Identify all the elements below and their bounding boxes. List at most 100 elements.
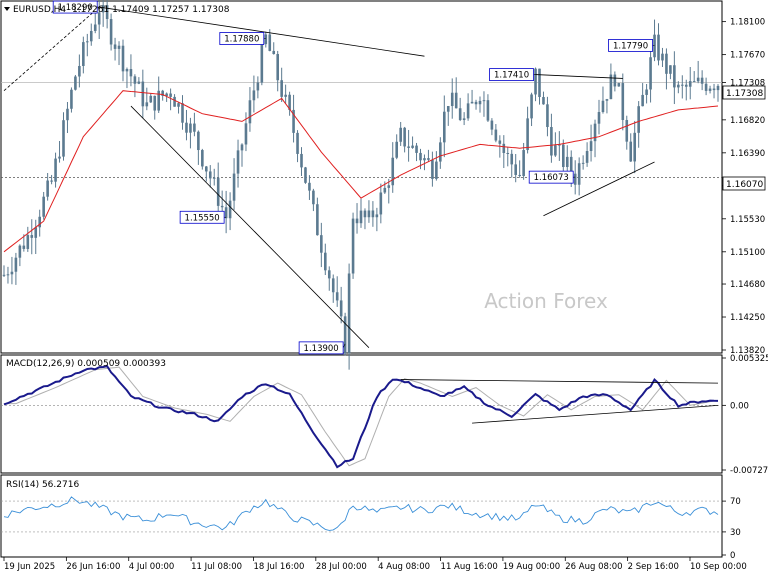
candle-body [681, 84, 684, 86]
time-tick-label: 28 Jul 00:00 [316, 562, 367, 572]
candle-body [308, 182, 311, 191]
annotation-label: 1.16073 [534, 173, 569, 183]
trendline [535, 74, 623, 79]
candle-body [264, 34, 268, 45]
level-tag: 1.16070 [722, 176, 766, 191]
candle-body [629, 141, 633, 162]
candle-body [316, 204, 319, 236]
trendline [130, 105, 370, 348]
candle-body [165, 93, 168, 96]
rsi-panel-frame [0, 474, 723, 558]
price-header: EURUSD,H4 1.17261 1.17409 1.17257 1.1730… [4, 5, 230, 15]
candle-body [18, 245, 22, 258]
annotation-label: 1.15550 [185, 213, 220, 223]
trendlines [3, 6, 655, 348]
rsi-axis: 70 30 0 [722, 497, 741, 561]
candle-body [6, 274, 10, 276]
macd-tick-label: 0.005325 [730, 354, 768, 364]
candle-body [653, 34, 656, 58]
candle-body [581, 162, 585, 164]
candle-body [700, 77, 704, 84]
current-price-label: 1.17308 [726, 89, 763, 99]
candle-body [296, 132, 299, 154]
candle-body [89, 30, 93, 42]
candle-body [193, 123, 196, 132]
candle-body [569, 156, 573, 174]
candle-body [10, 271, 14, 275]
candle-body [141, 81, 145, 107]
annotation-box [489, 68, 534, 81]
candle-body [462, 118, 466, 121]
price-tick-label: 1.16390 [730, 149, 765, 159]
macd-tick-label: 0.00 [730, 401, 749, 411]
ema-line [3, 90, 719, 253]
candle-body [189, 123, 192, 133]
candle-body [427, 158, 430, 160]
macd-axis: 0.005325 0.00 -0.007273 [722, 354, 768, 476]
price-tick-label: 1.15530 [730, 215, 765, 225]
candle-body [86, 41, 89, 43]
candle-body [173, 96, 176, 107]
candle-body [613, 74, 617, 87]
candle-body [82, 42, 85, 66]
candle-body [2, 274, 6, 276]
candle-body [50, 180, 53, 182]
candle-body [54, 158, 57, 182]
candle-body [387, 185, 391, 188]
annotation-box [298, 341, 344, 355]
candle-body [534, 68, 537, 95]
candles [2, 0, 720, 370]
annotation-label: 1.17410 [494, 71, 529, 81]
candle-body [526, 118, 529, 151]
candle-body [324, 252, 327, 271]
candle-body [530, 94, 533, 119]
macd-header: MACD(12,26,9) 0.000509 0.000393 [6, 359, 166, 369]
candle-body [502, 143, 506, 153]
candle-body [510, 153, 514, 165]
time-tick-label: 2 Sep 16:00 [628, 562, 679, 572]
candle-body [62, 120, 65, 157]
price-tick-label: 1.18100 [730, 18, 765, 28]
candle-body [688, 81, 692, 87]
candle-body [609, 74, 613, 100]
candle-body [288, 94, 291, 110]
macd-tick-label: -0.007273 [730, 466, 768, 476]
candle-body [78, 65, 81, 77]
candle-body [403, 127, 406, 147]
candle-body [645, 89, 648, 95]
time-tick-label: 10 Sep 00:00 [690, 562, 747, 572]
candle-body [379, 192, 383, 215]
candle-body [248, 100, 252, 124]
candle-body [458, 108, 462, 121]
candle-body [343, 316, 347, 354]
candle-body [625, 119, 629, 142]
candle-body [66, 108, 69, 121]
candle-body [577, 163, 581, 185]
candle-body [716, 85, 720, 91]
candle-body [518, 174, 521, 176]
time-tick-label: 19 Jun 2025 [4, 562, 55, 572]
rsi-header: RSI(14) 56.2716 [6, 480, 79, 490]
price-tick-label: 1.14680 [730, 280, 765, 290]
candle-body [320, 235, 323, 253]
candle-body [367, 210, 371, 218]
candle-body [252, 90, 256, 101]
candle-body [395, 141, 398, 158]
price-tick-label: 1.17670 [730, 51, 765, 61]
candle-body [232, 173, 236, 201]
candle-body [125, 69, 129, 72]
candle-body [633, 132, 636, 162]
candle-body [312, 190, 315, 205]
candle-body [692, 81, 696, 83]
level-label: 1.16070 [726, 180, 763, 190]
candle-body [641, 94, 644, 107]
rsi-tick-label: 0 [730, 551, 735, 561]
candle-body [70, 89, 73, 109]
candle-body [565, 156, 569, 168]
candle-body [597, 112, 601, 124]
candle-body [617, 83, 621, 87]
candle-body [550, 127, 553, 156]
candle-body [355, 218, 359, 224]
